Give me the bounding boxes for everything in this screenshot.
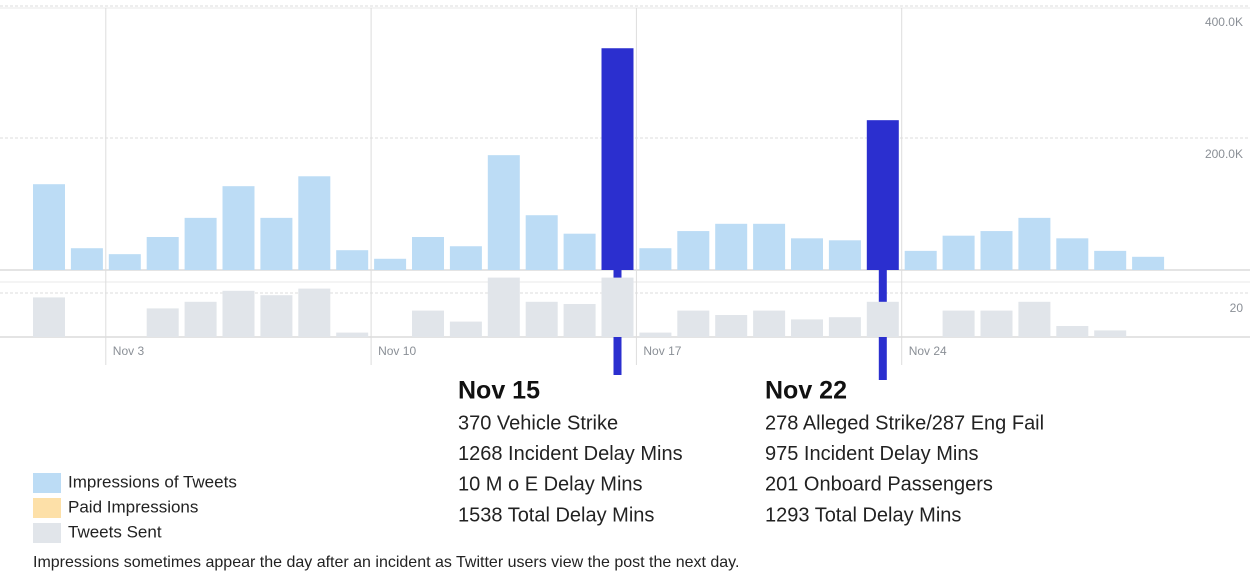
x-tick-label: Nov 24 <box>909 344 947 358</box>
bar <box>146 308 179 337</box>
annotation-line: 1293 Total Delay Mins <box>765 504 961 526</box>
bar <box>980 231 1013 270</box>
bar <box>70 248 103 270</box>
bar <box>374 258 407 270</box>
bar <box>677 310 710 337</box>
footnote: Impressions sometimes appear the day aft… <box>33 554 739 571</box>
y-tick-label: 400.0K <box>1205 15 1243 29</box>
bar <box>184 301 217 337</box>
bar <box>639 332 672 337</box>
annotation-line: 278 Alleged Strike/287 Eng Fail <box>765 412 1044 434</box>
bar <box>222 290 255 337</box>
bar <box>449 246 482 270</box>
bar <box>828 317 861 337</box>
bar <box>184 217 217 270</box>
bar <box>487 155 520 270</box>
bar <box>1056 238 1089 270</box>
bar <box>904 250 937 270</box>
bar <box>942 235 975 270</box>
bar <box>1018 301 1051 337</box>
bar <box>33 297 65 337</box>
y-tick-label: 200.0K <box>1205 147 1243 161</box>
bar <box>412 310 444 337</box>
bar <box>791 319 823 337</box>
bar <box>677 231 710 270</box>
annotation-line: 201 Onboard Passengers <box>765 474 993 496</box>
bar <box>715 223 748 270</box>
bar <box>449 321 482 337</box>
legend-swatch <box>33 523 61 543</box>
bar <box>715 315 748 337</box>
annotation-line: 370 Vehicle Strike <box>458 412 618 434</box>
bar <box>753 310 786 337</box>
bar <box>412 237 444 270</box>
bar <box>1132 256 1165 270</box>
bar <box>525 301 558 337</box>
y2-tick-label: 20 <box>1230 301 1244 315</box>
bar <box>601 48 634 270</box>
bar <box>1094 330 1127 337</box>
bar <box>1018 217 1051 270</box>
bar <box>33 184 65 270</box>
x-tick-label: Nov 10 <box>378 344 416 358</box>
annotation-line: 1538 Total Delay Mins <box>458 504 654 526</box>
bar <box>866 301 899 337</box>
bar <box>1056 326 1089 337</box>
x-tick-label: Nov 17 <box>643 344 681 358</box>
bar <box>639 248 672 270</box>
bar <box>260 217 293 270</box>
bar <box>146 237 179 270</box>
annotation-title: Nov 15 <box>458 377 540 405</box>
x-tick-label: Nov 3 <box>113 344 145 358</box>
annotation-title: Nov 22 <box>765 377 847 405</box>
bar <box>336 332 369 337</box>
legend-label: Impressions of Tweets <box>68 472 237 491</box>
bar <box>942 310 975 337</box>
bar <box>828 240 861 270</box>
bar <box>108 254 141 270</box>
legend-swatch <box>33 498 61 518</box>
bar <box>525 215 558 270</box>
annotation-line: 975 Incident Delay Mins <box>765 443 978 465</box>
bar <box>487 277 520 337</box>
annotation-line: 1268 Incident Delay Mins <box>458 443 683 465</box>
bar <box>601 277 634 337</box>
bar <box>298 176 331 270</box>
legend-label: Tweets Sent <box>68 522 162 541</box>
bar <box>563 304 596 337</box>
bar <box>866 120 899 271</box>
annotation-line: 10 M o E Delay Mins <box>458 474 643 496</box>
bar <box>260 295 293 337</box>
bar <box>753 223 786 270</box>
bar <box>563 233 596 270</box>
bar <box>336 250 369 270</box>
bar <box>1094 250 1127 270</box>
bar <box>791 238 823 270</box>
legend-swatch <box>33 473 61 493</box>
bar <box>298 288 331 337</box>
bar <box>222 186 255 270</box>
legend-label: Paid Impressions <box>68 497 198 516</box>
bar <box>980 310 1013 337</box>
